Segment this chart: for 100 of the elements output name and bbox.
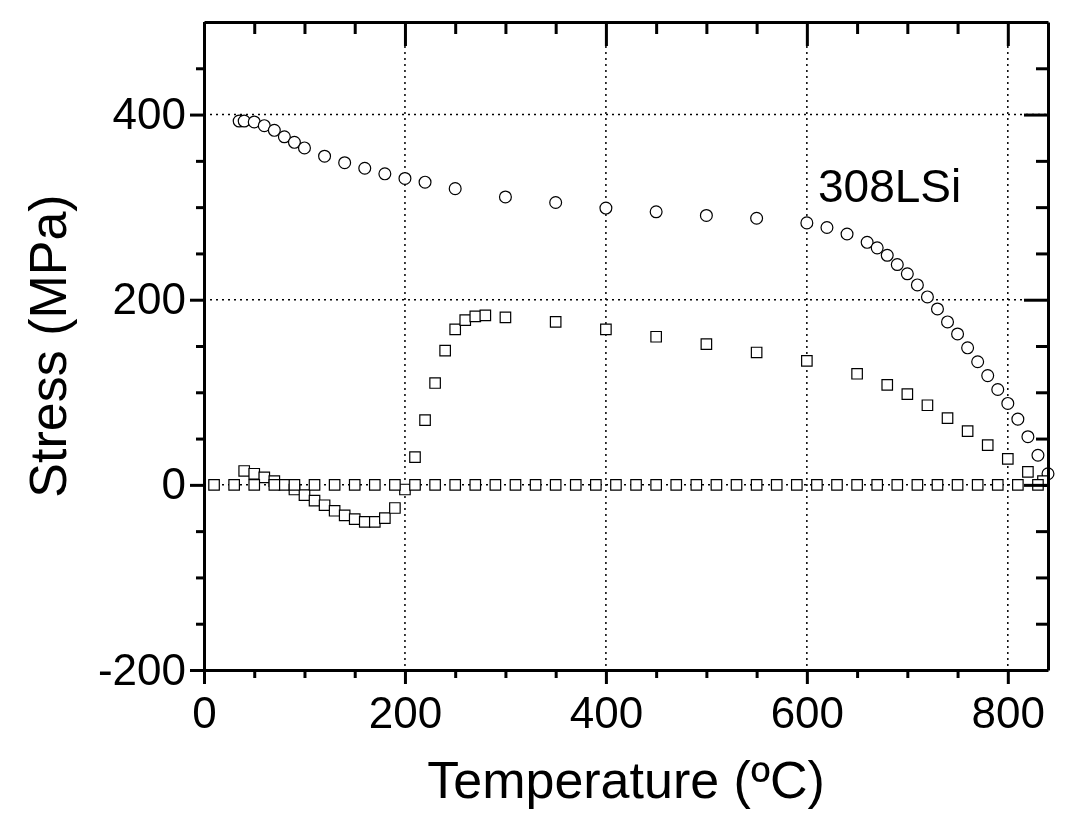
point	[801, 354, 813, 367]
point	[288, 479, 301, 491]
point	[429, 479, 441, 491]
x-tick-label: 800	[971, 687, 1046, 737]
point	[479, 309, 492, 322]
point	[930, 302, 944, 316]
point	[610, 479, 622, 491]
point	[1001, 396, 1015, 410]
point	[389, 502, 401, 514]
point	[951, 327, 965, 341]
point	[820, 221, 834, 235]
point	[247, 115, 261, 129]
point	[961, 425, 974, 438]
point	[448, 182, 462, 196]
point	[670, 479, 683, 491]
point	[650, 330, 662, 343]
point	[248, 479, 261, 491]
point	[750, 479, 763, 491]
point	[378, 167, 392, 181]
point	[870, 241, 884, 255]
y-tick-label: -200	[97, 644, 186, 694]
point	[971, 479, 984, 491]
point	[419, 414, 431, 426]
point	[238, 465, 251, 477]
point	[921, 399, 934, 412]
point	[981, 369, 995, 383]
point	[851, 479, 863, 491]
point	[318, 149, 332, 163]
point	[267, 123, 281, 137]
point	[509, 479, 522, 491]
point	[880, 248, 894, 262]
point	[409, 479, 421, 491]
point	[941, 315, 955, 329]
point	[920, 290, 934, 304]
point	[600, 323, 612, 336]
point	[991, 479, 1004, 491]
point	[348, 513, 361, 525]
point	[650, 479, 662, 491]
point	[851, 367, 863, 380]
point	[308, 479, 321, 491]
point	[368, 516, 381, 528]
point	[790, 479, 803, 491]
point	[800, 216, 814, 230]
point	[630, 479, 642, 491]
x-tick-label: 0	[192, 687, 217, 737]
point	[860, 235, 874, 249]
point	[910, 278, 924, 292]
point	[389, 479, 401, 491]
point	[599, 201, 613, 215]
point	[277, 130, 291, 144]
point	[961, 341, 975, 355]
point	[418, 175, 432, 189]
point	[891, 479, 904, 491]
point	[569, 479, 582, 491]
point	[901, 388, 914, 400]
point	[287, 135, 301, 149]
y-axis-title: Stress (MPa)	[19, 194, 77, 498]
point	[358, 161, 372, 175]
point	[770, 479, 783, 491]
point	[459, 314, 472, 326]
point	[590, 479, 602, 491]
point	[489, 479, 502, 491]
legend-label: 308LSi	[818, 160, 962, 212]
point	[1011, 412, 1025, 426]
point	[338, 156, 352, 170]
point	[700, 338, 713, 350]
point	[1022, 466, 1034, 478]
y-tick-label: 0	[161, 459, 186, 509]
point	[730, 479, 743, 491]
x-tick-label: 600	[770, 687, 845, 737]
point	[1021, 430, 1035, 444]
point	[941, 412, 954, 425]
point	[257, 119, 271, 133]
point	[890, 258, 904, 272]
point	[699, 208, 713, 222]
point	[328, 504, 341, 517]
point	[549, 196, 563, 210]
point	[398, 171, 412, 185]
x-tick-label: 200	[368, 687, 443, 737]
point	[981, 439, 994, 451]
point	[499, 311, 512, 324]
point	[840, 227, 854, 241]
point	[1001, 453, 1014, 465]
point	[328, 479, 341, 491]
point	[549, 316, 562, 328]
point	[348, 479, 361, 491]
point	[298, 489, 311, 501]
point	[911, 479, 924, 491]
point	[469, 310, 482, 323]
point	[268, 479, 281, 491]
point	[649, 205, 663, 219]
point	[690, 479, 703, 491]
point	[297, 141, 311, 155]
point	[900, 267, 914, 281]
point	[750, 346, 763, 359]
point	[871, 479, 884, 491]
point	[931, 479, 944, 491]
point	[409, 451, 421, 463]
point	[811, 479, 823, 491]
point	[971, 355, 985, 369]
